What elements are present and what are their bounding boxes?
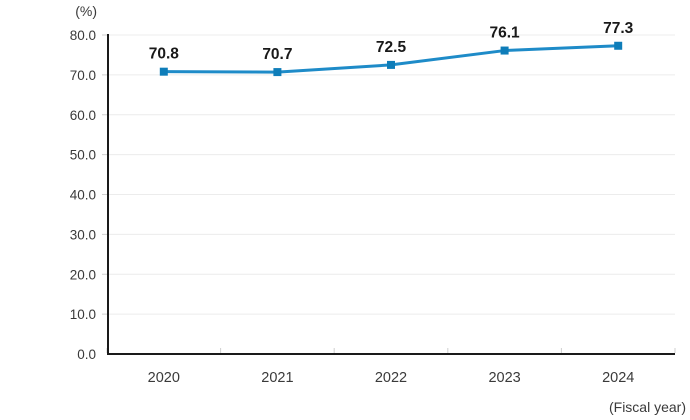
data-point-marker [614,41,623,50]
y-tick-label: 0.0 [77,347,96,362]
data-point-label: 76.1 [490,25,521,42]
label-layer: 70.8 70.7 72.5 76.1 77.3 [149,20,634,63]
y-tick-label: 50.0 [70,148,96,163]
x-axis-caption: (Fiscal year) [609,399,686,415]
y-tick-label: 10.0 [70,307,96,322]
data-point-marker [273,68,282,77]
data-point-marker [500,46,509,55]
data-point-label: 70.8 [149,46,180,63]
x-tick-label: 2024 [602,370,634,386]
data-point-label: 77.3 [603,20,634,37]
axis-layer: 0.0 10.0 20.0 30.0 40.0 50.0 60.0 70.0 80.0 2020 2… [70,28,676,386]
grid-layer [107,34,675,315]
y-tick-label: 20.0 [70,267,96,282]
data-point-marker [387,60,395,69]
x-tick-label: 2021 [261,370,293,386]
x-tick-label: 2023 [488,370,520,386]
y-tick-label: 30.0 [70,227,96,242]
y-axis-unit-label: (%) [75,3,97,19]
y-tick-label: 80.0 [70,28,96,43]
series-layer [159,41,623,77]
x-tick-label: 2020 [148,370,180,386]
data-point-marker [159,67,168,76]
data-point-label: 70.7 [262,46,292,63]
y-tick-label: 70.0 [70,68,96,83]
x-tick-label: 2022 [375,370,407,386]
y-tick-label: 60.0 [70,108,96,123]
data-point-label: 72.5 [376,39,407,56]
y-tick-label: 40.0 [70,188,96,203]
